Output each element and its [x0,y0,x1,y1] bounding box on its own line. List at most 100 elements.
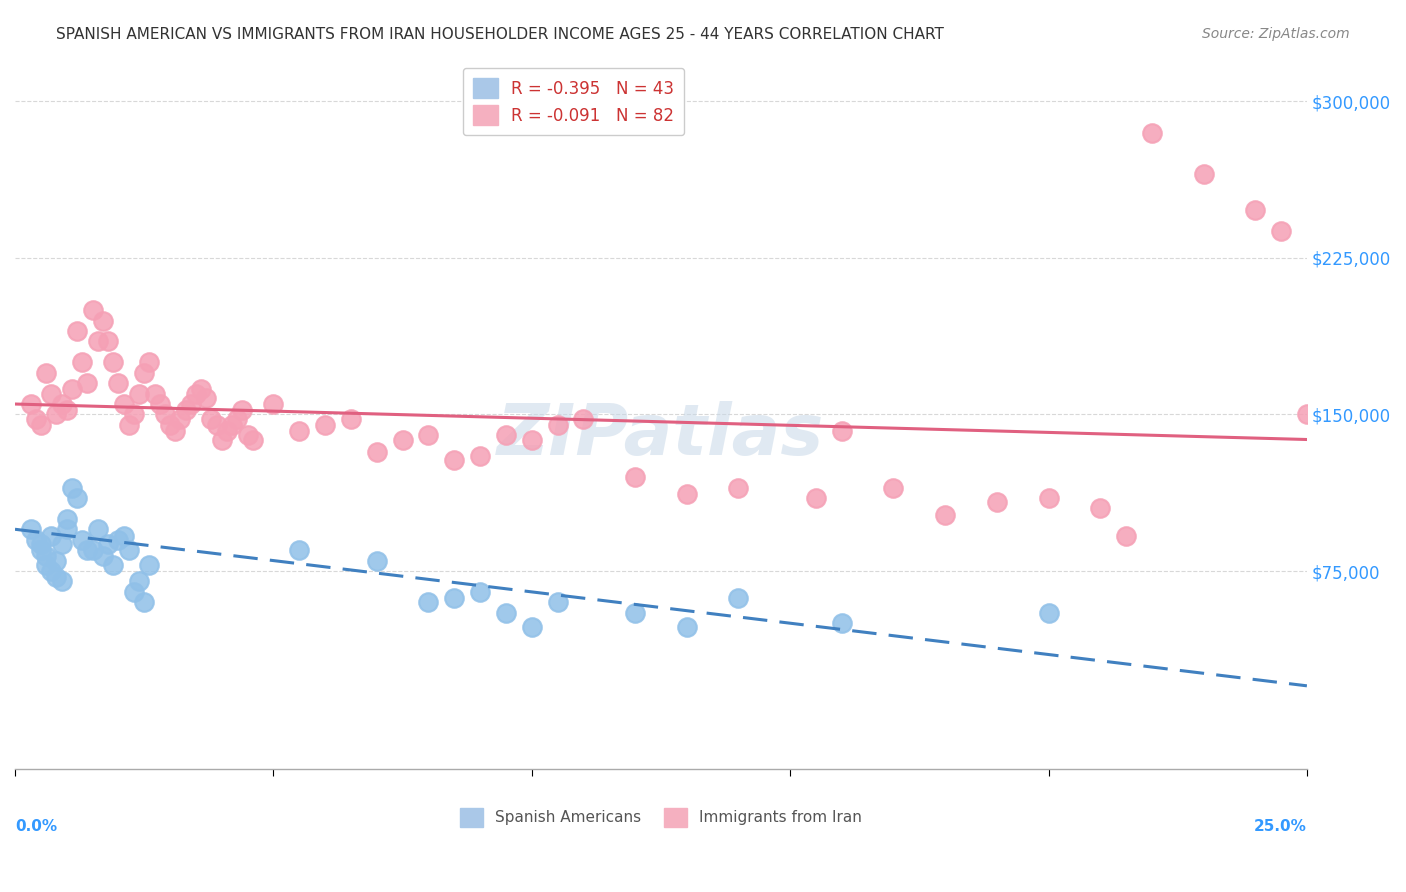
Point [35,558,58,572]
Point [520,433,543,447]
Point [112,397,135,411]
Point [39,564,62,578]
Point [118,417,141,432]
Point [986,495,1008,509]
Point [70,533,93,547]
Point [1038,491,1060,505]
Point [122,408,145,422]
Point [1038,606,1060,620]
Point [831,616,853,631]
Point [468,585,491,599]
Point [366,553,388,567]
Point [226,411,249,425]
Point [70,355,93,369]
Point [418,428,440,442]
Text: ZIPatlas: ZIPatlas [498,401,825,470]
Point [211,433,233,447]
Point [20,522,42,536]
Point [143,386,166,401]
Point [184,386,207,401]
Point [1322,411,1344,425]
Point [138,355,160,369]
Point [314,417,336,432]
Point [242,433,264,447]
Point [76,543,98,558]
Point [1140,126,1163,140]
Legend: Spanish Americans, Immigrants from Iran: Spanish Americans, Immigrants from Iran [454,802,868,832]
Point [82,543,104,558]
Point [221,417,243,432]
Point [675,487,697,501]
Point [76,376,98,391]
Point [1296,408,1319,422]
Point [60,383,83,397]
Point [1244,202,1267,217]
Point [195,391,218,405]
Point [55,403,77,417]
Point [340,411,363,425]
Point [134,366,156,380]
Point [1115,528,1137,542]
Point [495,606,517,620]
Point [804,491,827,505]
Point [443,453,465,467]
Point [39,386,62,401]
Point [128,386,150,401]
Point [727,591,749,606]
Point [24,411,46,425]
Point [45,570,67,584]
Point [107,376,129,391]
Point [547,417,569,432]
Point [103,355,125,369]
Text: Source: ZipAtlas.com: Source: ZipAtlas.com [1202,27,1350,41]
Point [24,533,46,547]
Point [934,508,956,522]
Point [366,445,388,459]
Point [200,411,222,425]
Point [30,537,52,551]
Point [1088,501,1111,516]
Point [624,606,647,620]
Point [138,558,160,572]
Point [231,403,253,417]
Point [831,424,853,438]
Point [103,558,125,572]
Text: 25.0%: 25.0% [1254,819,1308,834]
Point [35,549,58,564]
Point [30,543,52,558]
Point [134,595,156,609]
Point [236,428,259,442]
Point [82,303,104,318]
Point [1374,428,1396,442]
Point [97,334,120,349]
Point [20,397,42,411]
Point [55,522,77,536]
Point [122,585,145,599]
Point [520,620,543,634]
Point [1347,417,1369,432]
Point [159,417,181,432]
Point [418,595,440,609]
Point [547,595,569,609]
Point [215,424,238,438]
Point [443,591,465,606]
Point [91,313,114,327]
Point [55,512,77,526]
Point [495,428,517,442]
Text: 0.0%: 0.0% [15,819,58,834]
Point [39,528,62,542]
Point [391,433,413,447]
Point [30,417,52,432]
Point [1270,224,1292,238]
Point [882,481,904,495]
Point [165,424,187,438]
Point [60,481,83,495]
Point [97,537,120,551]
Point [45,553,67,567]
Point [86,522,108,536]
Text: SPANISH AMERICAN VS IMMIGRANTS FROM IRAN HOUSEHOLDER INCOME AGES 25 - 44 YEARS C: SPANISH AMERICAN VS IMMIGRANTS FROM IRAN… [56,27,943,42]
Point [174,403,197,417]
Point [86,334,108,349]
Point [66,491,89,505]
Point [1192,168,1215,182]
